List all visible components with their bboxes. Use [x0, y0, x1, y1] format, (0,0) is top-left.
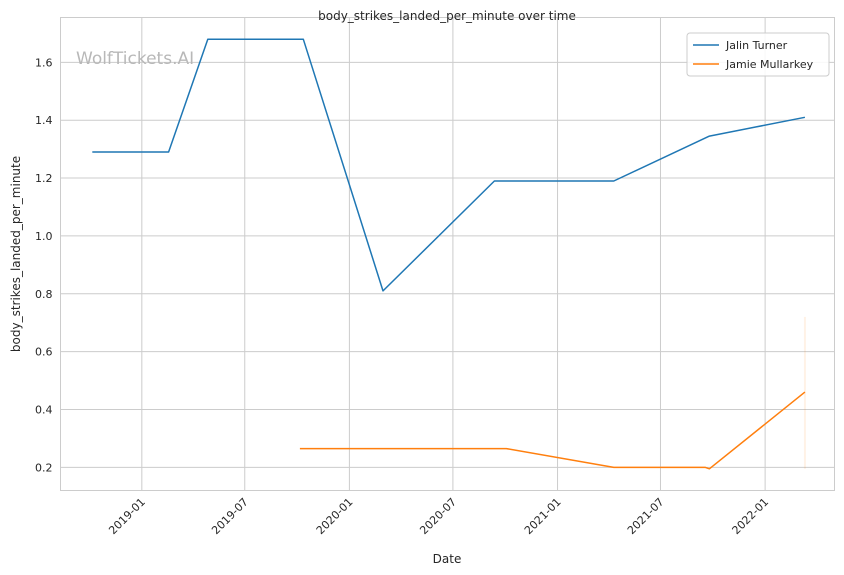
x-tick-label: 2019-01: [106, 495, 148, 537]
grid: [60, 17, 835, 491]
y-tick-label: 1.6: [35, 56, 53, 69]
series-line-0: [92, 38, 806, 292]
watermark-text: WolfTickets.AI: [76, 49, 194, 69]
x-tick-label: 2019-07: [209, 495, 251, 537]
y-axis-label: body_strikes_landed_per_minute: [9, 156, 23, 352]
x-tick-label: 2020-07: [417, 495, 459, 537]
series-line-1: [299, 391, 806, 470]
legend-entry: Jamie Mullarkey: [725, 58, 814, 71]
legend: Jalin Turner Jamie Mullarkey: [686, 32, 830, 77]
y-tick-label: 0.8: [35, 288, 53, 301]
x-axis-label: Date: [433, 552, 462, 566]
legend-entry: Jalin Turner: [725, 39, 788, 52]
y-tick-label: 0.6: [35, 346, 53, 359]
y-tick-label: 0.2: [35, 461, 53, 474]
x-tick-label: 2020-01: [314, 495, 356, 537]
legend-box: [686, 32, 830, 77]
chart-title: body_strikes_landed_per_minute over time: [318, 9, 576, 23]
plot-area-frame: [60, 17, 835, 491]
y-tick-label: 1.4: [35, 114, 53, 127]
x-tick-label: 2021-01: [522, 495, 564, 537]
x-tick-label: 2022-01: [730, 495, 772, 537]
y-tick-label: 1.0: [35, 230, 53, 243]
y-tick-label: 0.4: [35, 403, 53, 416]
series-lines: [92, 38, 806, 470]
x-tick-label: 2021-07: [625, 495, 667, 537]
y-tick-label: 1.2: [35, 172, 53, 185]
